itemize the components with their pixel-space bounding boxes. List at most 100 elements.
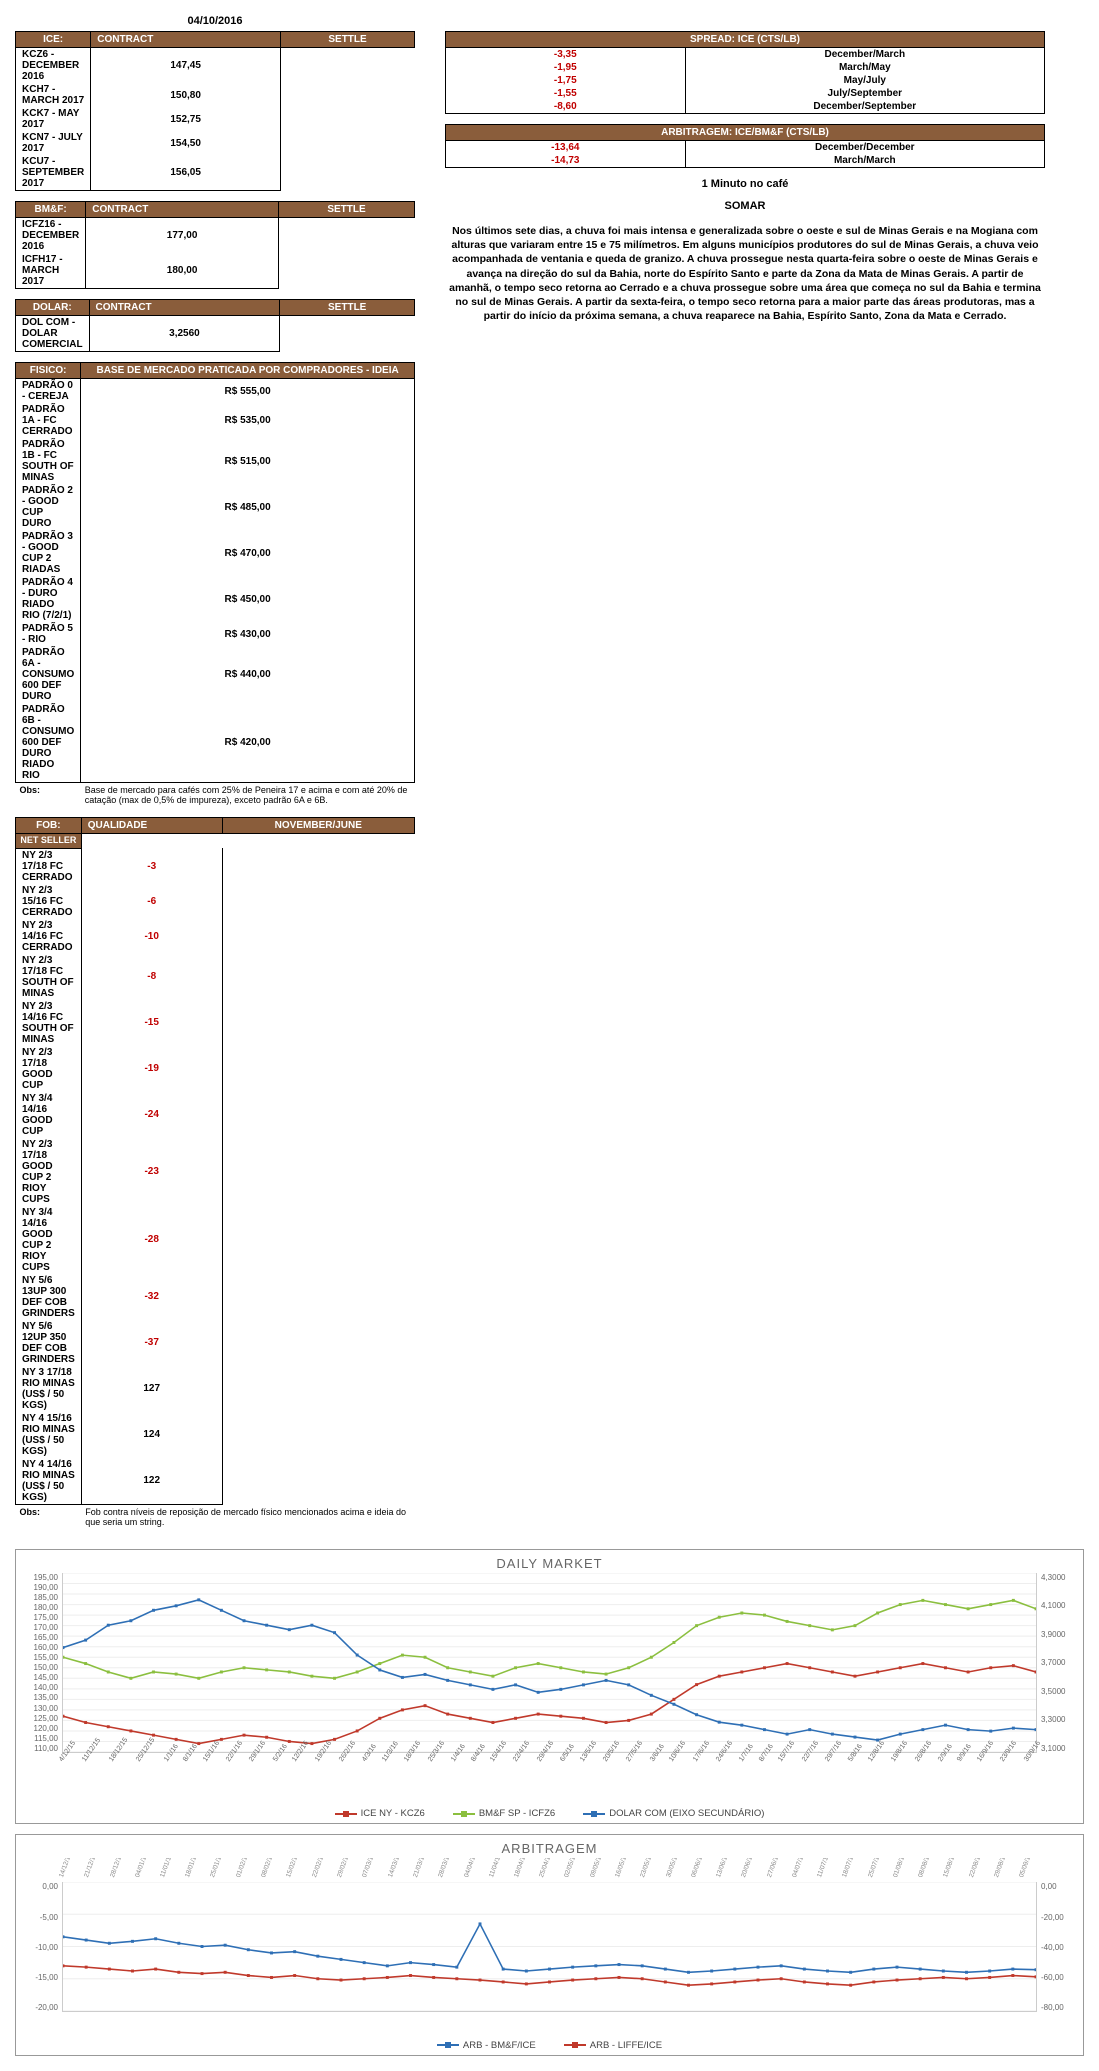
table-row: -1,75May/July [446, 74, 1045, 87]
table-row: NY 2/3 17/18 FC CERRADO-3 [16, 848, 415, 884]
cell-value: 177,00 [86, 218, 279, 254]
table-row: NY 3 17/18 RIO MINAS (US$ / 50 KGS)127 [16, 1366, 415, 1412]
table-row: KCK7 - MAY 2017152,75 [16, 107, 415, 131]
cell-label: December/September [685, 100, 1044, 114]
dolar-table: DOLAR: CONTRACT SETTLE DOL COM - DOLAR C… [15, 299, 415, 352]
cell-value: -3 [81, 848, 222, 884]
cell-value: -15 [81, 1000, 222, 1046]
cell-value: R$ 470,00 [81, 530, 415, 576]
cell-label: NY 3 17/18 RIO MINAS (US$ / 50 KGS) [16, 1366, 82, 1412]
table-row: NY 2/3 15/16 FC CERRADO-6 [16, 884, 415, 919]
fob-table: FOB: QUALIDADE NOVEMBER/JUNE NET SELLER … [15, 817, 415, 1529]
fob-obs-label: Obs: [16, 1504, 82, 1529]
ice-table: ICE: CONTRACT SETTLE KCZ6 - DECEMBER 201… [15, 31, 415, 191]
cell-label: NY 5/6 12UP 350 DEF COB GRINDERS [16, 1320, 82, 1366]
cell-label: KCN7 - JULY 2017 [16, 131, 91, 155]
table-row: NY 3/4 14/16 GOOD CUP-24 [16, 1092, 415, 1138]
daily-market-chart: DAILY MARKET 195,00190,00185,00180,00175… [15, 1549, 1084, 1825]
cell-label: DOL COM - DOLAR COMERCIAL [16, 316, 90, 352]
cell-label: December/December [685, 141, 1044, 155]
cell-label: PADRÃO 2 - GOOD CUP DURO [16, 484, 81, 530]
cell-label: NY 2/3 14/16 FC SOUTH OF MINAS [16, 1000, 82, 1046]
daily-plot [62, 1573, 1037, 1753]
minuto-title: 1 Minuto no café [445, 178, 1045, 190]
cell-value: 127 [81, 1366, 222, 1412]
cell-value: R$ 485,00 [81, 484, 415, 530]
table-row: NY 2/3 14/16 FC SOUTH OF MINAS-15 [16, 1000, 415, 1046]
cell-value: R$ 535,00 [81, 403, 415, 438]
cell-value: -3,35 [446, 48, 686, 62]
fisico-obs: Base de mercado para cafés com 25% de Pe… [81, 783, 415, 808]
minuto-sub: SOMAR [445, 200, 1045, 212]
cell-value: -13,64 [446, 141, 686, 155]
cell-value: R$ 420,00 [81, 703, 415, 783]
arb-legend: ARB - BM&F/ICE ARB - LIFFE/ICE [24, 2038, 1075, 2051]
cell-label: PADRÃO 6B - CONSUMO 600 DEF DURO RIADO R… [16, 703, 81, 783]
table-row: NY 4 15/16 RIO MINAS (US$ / 50 KGS)124 [16, 1412, 415, 1458]
cell-label: NY 4 14/16 RIO MINAS (US$ / 50 KGS) [16, 1458, 82, 1505]
legend-item: ARB - BM&F/ICE [437, 2040, 536, 2051]
cell-value: R$ 450,00 [81, 576, 415, 622]
table-row: NY 2/3 17/18 GOOD CUP 2 RIOY CUPS-23 [16, 1138, 415, 1206]
cell-value: -28 [81, 1206, 222, 1274]
table-row: -1,55July/September [446, 87, 1045, 100]
arb-table: ARBITRAGEM: ICE/BM&F (CTS/LB) -13,64Dece… [445, 124, 1045, 168]
dolar-hdr-settle: SETTLE [280, 300, 415, 316]
table-row: -8,60December/September [446, 100, 1045, 114]
cell-label: July/September [685, 87, 1044, 100]
cell-value: -1,55 [446, 87, 686, 100]
cell-label: March/May [685, 61, 1044, 74]
arb-y-left: 0,00-5,00-10,00-15,00-20,00 [24, 1882, 62, 2012]
table-row: PADRÃO 1A - FC CERRADOR$ 535,00 [16, 403, 415, 438]
arb-chart-title: ARBITRAGEM [24, 1841, 1075, 1856]
cell-label: NY 3/4 14/16 GOOD CUP 2 RIOY CUPS [16, 1206, 82, 1274]
table-row: PADRÃO 4 - DURO RIADO RIO (7/2/1)R$ 450,… [16, 576, 415, 622]
cell-value: R$ 515,00 [81, 438, 415, 484]
table-row: PADRÃO 6A - CONSUMO 600 DEF DUROR$ 440,0… [16, 646, 415, 703]
daily-legend: ICE NY - KCZ6BM&F SP - ICFZ6DOLAR COM (E… [24, 1807, 1075, 1820]
table-row: PADRÃO 3 - GOOD CUP 2 RIADASR$ 470,00 [16, 530, 415, 576]
legend-item: ARB - LIFFE/ICE [564, 2040, 662, 2051]
cell-label: PADRÃO 1B - FC SOUTH OF MINAS [16, 438, 81, 484]
fisico-label: FISICO: [16, 363, 81, 379]
table-row: PADRÃO 1B - FC SOUTH OF MINASR$ 515,00 [16, 438, 415, 484]
dolar-hdr-contract: CONTRACT [89, 300, 280, 316]
table-row: -14,73March/March [446, 154, 1045, 168]
cell-label: KCK7 - MAY 2017 [16, 107, 91, 131]
table-row: PADRÃO 2 - GOOD CUP DUROR$ 485,00 [16, 484, 415, 530]
cell-label: May/July [685, 74, 1044, 87]
cell-value: 147,45 [91, 48, 281, 84]
bmf-table: BM&F: CONTRACT SETTLE ICFZ16 - DECEMBER … [15, 201, 415, 289]
cell-value: -1,75 [446, 74, 686, 87]
cell-value: -6 [81, 884, 222, 919]
table-row: KCZ6 - DECEMBER 2016147,45 [16, 48, 415, 84]
bmf-hdr-settle: SETTLE [278, 202, 414, 218]
legend-item: ICE NY - KCZ6 [335, 1808, 425, 1819]
cell-label: PADRÃO 3 - GOOD CUP 2 RIADAS [16, 530, 81, 576]
cell-label: NY 2/3 17/18 GOOD CUP [16, 1046, 82, 1092]
cell-label: NY 2/3 17/18 FC CERRADO [16, 848, 82, 884]
cell-label: NY 2/3 17/18 FC SOUTH OF MINAS [16, 954, 82, 1000]
legend-item: BM&F SP - ICFZ6 [453, 1808, 555, 1819]
table-row: PADRÃO 6B - CONSUMO 600 DEF DURO RIADO R… [16, 703, 415, 783]
table-row: KCN7 - JULY 2017154,50 [16, 131, 415, 155]
report-date: 04/10/2016 [15, 15, 415, 27]
cell-label: NY 4 15/16 RIO MINAS (US$ / 50 KGS) [16, 1412, 82, 1458]
table-row: NY 2/3 17/18 FC SOUTH OF MINAS-8 [16, 954, 415, 1000]
table-row: ICFH17 - MARCH 2017180,00 [16, 253, 415, 289]
table-row: -1,95March/May [446, 61, 1045, 74]
ice-label: ICE: [16, 32, 91, 48]
arb-x-axis: 14/12/1521/12/1528/12/1504/01/1611/01/16… [58, 1858, 1041, 1882]
ice-hdr-contract: CONTRACT [91, 32, 281, 48]
cell-value: -24 [81, 1092, 222, 1138]
table-row: -13,64December/December [446, 141, 1045, 155]
cell-value: R$ 440,00 [81, 646, 415, 703]
fisico-title: BASE DE MERCADO PRATICADA POR COMPRADORE… [81, 363, 415, 379]
cell-label: ICFH17 - MARCH 2017 [16, 253, 86, 289]
arb-plot [62, 1882, 1037, 2012]
cell-value: -8,60 [446, 100, 686, 114]
cell-label: NY 2/3 15/16 FC CERRADO [16, 884, 82, 919]
cell-label: NY 2/3 17/18 GOOD CUP 2 RIOY CUPS [16, 1138, 82, 1206]
fob-obs: Fob contra níveis de reposição de mercad… [81, 1504, 414, 1529]
minuto-body: Nos últimos sete dias, a chuva foi mais … [445, 224, 1045, 323]
